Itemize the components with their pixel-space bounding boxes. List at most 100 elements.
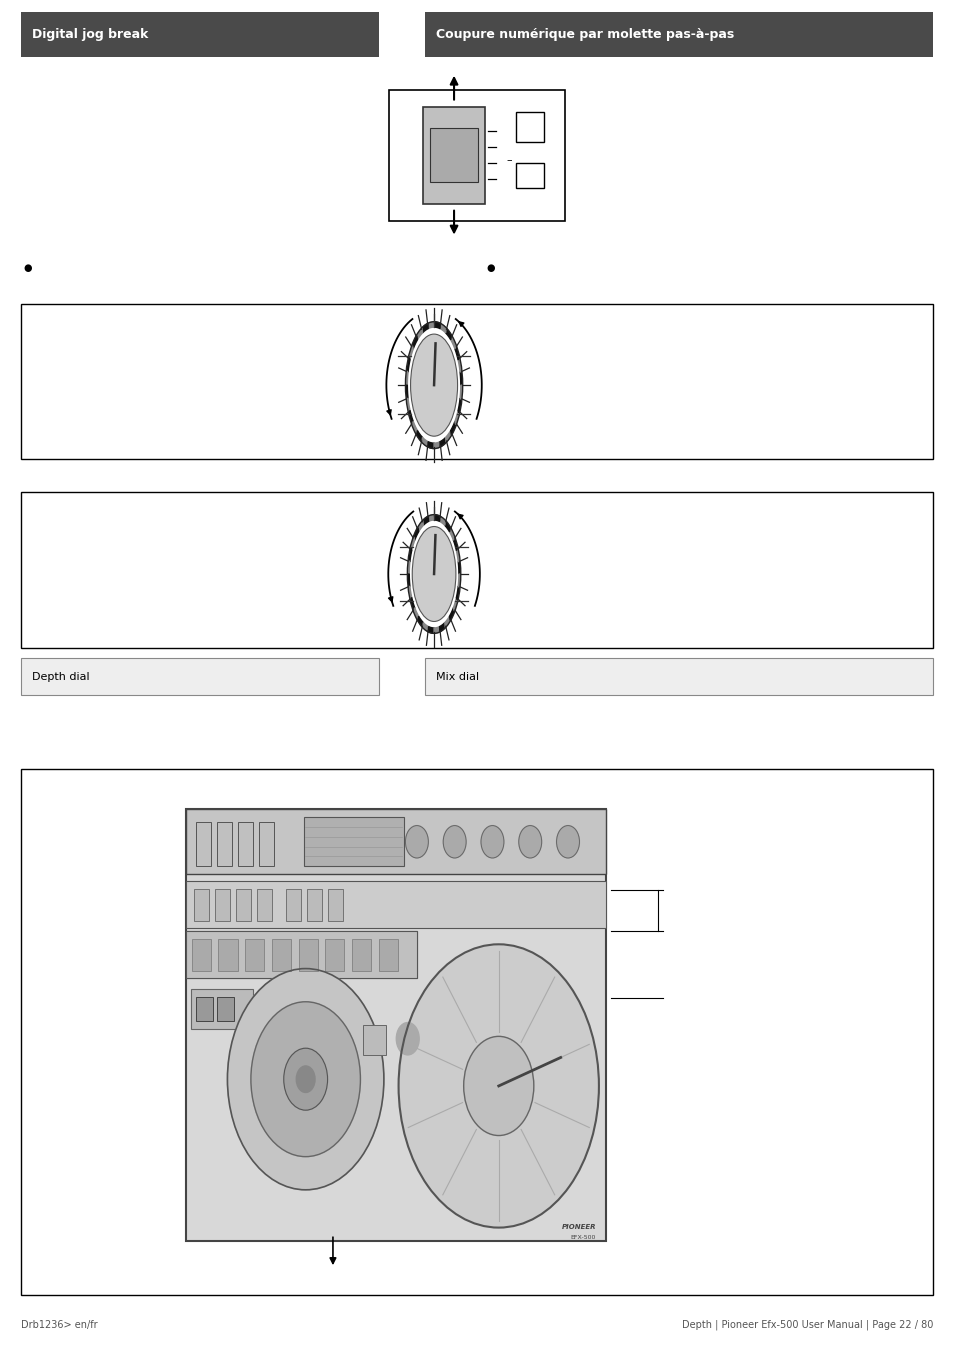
- FancyBboxPatch shape: [424, 658, 932, 695]
- Circle shape: [518, 826, 541, 858]
- Polygon shape: [456, 548, 458, 563]
- Polygon shape: [449, 607, 454, 621]
- FancyBboxPatch shape: [186, 931, 416, 978]
- Polygon shape: [408, 575, 410, 587]
- Polygon shape: [422, 623, 428, 631]
- FancyBboxPatch shape: [430, 128, 477, 182]
- Circle shape: [283, 1048, 327, 1110]
- Polygon shape: [412, 336, 417, 349]
- Polygon shape: [444, 616, 450, 627]
- Polygon shape: [409, 585, 412, 600]
- Polygon shape: [439, 437, 446, 447]
- Text: Coupure numérique par molette pas-à-pas: Coupure numérique par molette pas-à-pas: [436, 28, 734, 40]
- Ellipse shape: [412, 526, 456, 622]
- Text: Drb1236> en/fr: Drb1236> en/fr: [21, 1319, 97, 1330]
- Polygon shape: [450, 336, 456, 349]
- FancyBboxPatch shape: [516, 112, 544, 142]
- Polygon shape: [428, 441, 434, 448]
- FancyBboxPatch shape: [325, 939, 344, 971]
- Circle shape: [463, 1036, 534, 1136]
- Polygon shape: [434, 322, 439, 329]
- Polygon shape: [449, 527, 454, 541]
- FancyBboxPatch shape: [272, 939, 291, 971]
- Circle shape: [480, 826, 503, 858]
- FancyBboxPatch shape: [378, 939, 397, 971]
- Polygon shape: [457, 357, 460, 372]
- Polygon shape: [455, 345, 458, 360]
- FancyBboxPatch shape: [186, 881, 605, 928]
- FancyBboxPatch shape: [195, 997, 213, 1021]
- Circle shape: [398, 944, 598, 1228]
- Polygon shape: [445, 328, 451, 340]
- Text: EFX-500: EFX-500: [570, 1234, 596, 1240]
- Polygon shape: [459, 386, 461, 399]
- FancyBboxPatch shape: [21, 492, 932, 648]
- Text: –: –: [506, 155, 512, 166]
- FancyBboxPatch shape: [298, 939, 317, 971]
- Polygon shape: [407, 398, 410, 413]
- Circle shape: [443, 826, 466, 858]
- Ellipse shape: [410, 335, 457, 436]
- FancyBboxPatch shape: [352, 939, 371, 971]
- FancyBboxPatch shape: [21, 12, 378, 57]
- Polygon shape: [417, 616, 423, 627]
- Polygon shape: [406, 386, 408, 399]
- FancyBboxPatch shape: [258, 822, 274, 866]
- Polygon shape: [416, 430, 422, 442]
- Polygon shape: [414, 527, 418, 541]
- Polygon shape: [459, 371, 461, 386]
- Text: PIONEER: PIONEER: [561, 1225, 596, 1230]
- Text: ●: ●: [24, 263, 32, 272]
- FancyBboxPatch shape: [218, 939, 237, 971]
- Polygon shape: [412, 421, 417, 434]
- Polygon shape: [421, 324, 428, 333]
- Polygon shape: [406, 371, 408, 386]
- FancyBboxPatch shape: [195, 822, 211, 866]
- Circle shape: [556, 826, 578, 858]
- Text: ●: ●: [486, 263, 495, 272]
- FancyBboxPatch shape: [328, 889, 343, 921]
- FancyBboxPatch shape: [214, 889, 230, 921]
- FancyBboxPatch shape: [235, 889, 251, 921]
- Circle shape: [296, 1066, 314, 1093]
- Polygon shape: [411, 598, 415, 611]
- Polygon shape: [428, 322, 434, 329]
- FancyBboxPatch shape: [193, 889, 209, 921]
- Polygon shape: [453, 598, 456, 611]
- FancyBboxPatch shape: [237, 822, 253, 866]
- Polygon shape: [417, 521, 423, 532]
- Polygon shape: [439, 324, 446, 333]
- Polygon shape: [411, 537, 415, 550]
- Circle shape: [227, 969, 383, 1190]
- Polygon shape: [439, 623, 445, 631]
- Polygon shape: [422, 517, 428, 525]
- FancyBboxPatch shape: [21, 658, 378, 695]
- Polygon shape: [407, 357, 410, 372]
- Polygon shape: [434, 626, 439, 634]
- Text: Mix dial: Mix dial: [436, 672, 478, 681]
- Circle shape: [405, 826, 428, 858]
- FancyBboxPatch shape: [216, 997, 233, 1021]
- Polygon shape: [455, 410, 458, 425]
- Polygon shape: [457, 561, 459, 575]
- FancyBboxPatch shape: [363, 1025, 386, 1055]
- Polygon shape: [434, 514, 439, 522]
- Polygon shape: [428, 626, 434, 634]
- FancyBboxPatch shape: [256, 889, 272, 921]
- Polygon shape: [408, 561, 410, 575]
- Circle shape: [251, 1002, 360, 1156]
- Polygon shape: [457, 398, 460, 413]
- Polygon shape: [409, 548, 412, 563]
- FancyBboxPatch shape: [191, 989, 253, 1029]
- FancyBboxPatch shape: [186, 809, 605, 874]
- Polygon shape: [416, 328, 422, 340]
- FancyBboxPatch shape: [303, 817, 404, 866]
- Circle shape: [395, 1023, 418, 1055]
- Polygon shape: [457, 575, 459, 587]
- FancyBboxPatch shape: [216, 822, 232, 866]
- Polygon shape: [439, 517, 445, 525]
- FancyBboxPatch shape: [422, 107, 484, 204]
- FancyBboxPatch shape: [21, 769, 932, 1295]
- FancyBboxPatch shape: [21, 304, 932, 459]
- FancyBboxPatch shape: [186, 809, 605, 1241]
